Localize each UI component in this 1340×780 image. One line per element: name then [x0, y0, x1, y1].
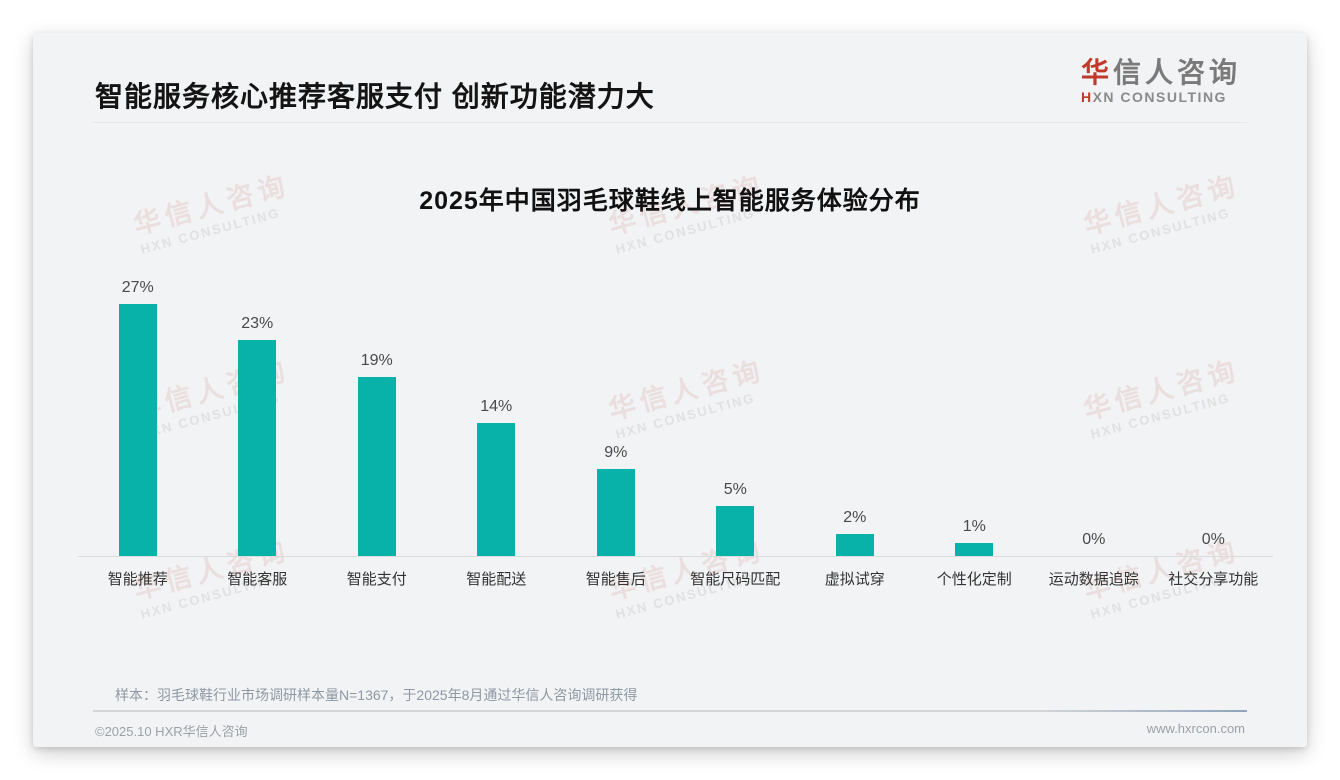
page-title: 智能服务核心推荐客服支付 创新功能潜力大 [95, 81, 655, 112]
chart-column: 9% 智能售后 [556, 253, 676, 589]
chart-column: 27% 智能推荐 [78, 253, 198, 589]
category-label: 智能配送 [466, 571, 527, 588]
chart-column: 19% 智能支付 [317, 253, 437, 589]
footer-divider [93, 710, 1247, 712]
category-label: 虚拟试穿 [824, 571, 885, 588]
website-text: www.hxrcon.com [1146, 721, 1245, 736]
bar-value-label: 23% [241, 315, 274, 333]
bar-value-label: 9% [604, 444, 628, 462]
bar [477, 423, 516, 556]
bar-value-label: 2% [843, 508, 867, 526]
header-divider [93, 122, 1247, 123]
brand-logo-en: HXN CONSULTING [1081, 89, 1241, 105]
brand-logo-zh-rest: 信人咨询 [1112, 57, 1241, 88]
chart-column: 1% 个性化定制 [915, 253, 1035, 589]
copyright-text: ©2025.10 HXR华信人咨询 [95, 724, 248, 739]
bar-value-label: 5% [723, 481, 747, 498]
brand-logo-zh: 华信人咨询 [1081, 57, 1241, 89]
category-label: 智能售后 [585, 571, 646, 588]
chart-column: 0% 运动数据追踪 [1034, 253, 1154, 589]
bar [835, 533, 874, 556]
category-label: 智能推荐 [107, 571, 168, 588]
bar-value-label: 1% [962, 517, 986, 535]
category-label: 智能支付 [346, 571, 407, 588]
bar [118, 303, 157, 556]
category-label: 智能尺码匹配 [690, 571, 781, 588]
chart-column: 0% 社交分享功能 [1154, 253, 1274, 589]
category-label: 个性化定制 [936, 571, 1012, 588]
bar [596, 469, 635, 556]
bar-value-label: 0% [1082, 531, 1106, 548]
category-label: 智能客服 [227, 571, 288, 588]
bar-chart-columns: 27% 智能推荐 23% 智能客服 19% 智能支付 14% 智能配送 9% 智能售后 5% 智能尺码… [78, 253, 1273, 589]
category-label: 社交分享功能 [1168, 571, 1259, 588]
bar-value-label: 19% [360, 352, 393, 370]
bar [955, 542, 994, 556]
bar [357, 377, 396, 556]
bar-value-label: 14% [480, 398, 513, 416]
category-label: 运动数据追踪 [1048, 571, 1139, 588]
brand-logo-en-rest: XN CONSULTING [1092, 89, 1227, 106]
footer-bar: ©2025.10 HXR华信人咨询 www.hxrcon.com [95, 721, 1245, 740]
chart-title: 2025年中国羽毛球鞋线上智能服务体验分布 [419, 187, 921, 215]
bar [238, 340, 277, 556]
brand-logo-zh-accent: 华 [1080, 57, 1113, 88]
chart-column: 14% 智能配送 [437, 253, 557, 589]
bar-value-label: 27% [121, 278, 154, 296]
sample-note: 样本：羽毛球鞋行业市场调研样本量N=1367，于2025年8月通过华信人咨询调研… [115, 687, 638, 703]
chart-column: 5% 智能尺码匹配 [676, 253, 796, 589]
bar [716, 506, 755, 556]
bar-chart: 27% 智能推荐 23% 智能客服 19% 智能支付 14% 智能配送 9% 智能售后 5% 智能尺码… [78, 253, 1273, 589]
chart-column: 2% 虚拟试穿 [795, 253, 915, 589]
report-card: 华信人咨询 HXN CONSULTING 华信人咨询 HXN CONSULTING 华信… [33, 33, 1307, 747]
bar-value-label: 0% [1201, 531, 1225, 548]
brand-logo-en-accent: H [1080, 89, 1093, 106]
brand-logo: 华信人咨询 HXN CONSULTING [1081, 57, 1241, 105]
chart-column: 23% 智能客服 [198, 253, 318, 589]
